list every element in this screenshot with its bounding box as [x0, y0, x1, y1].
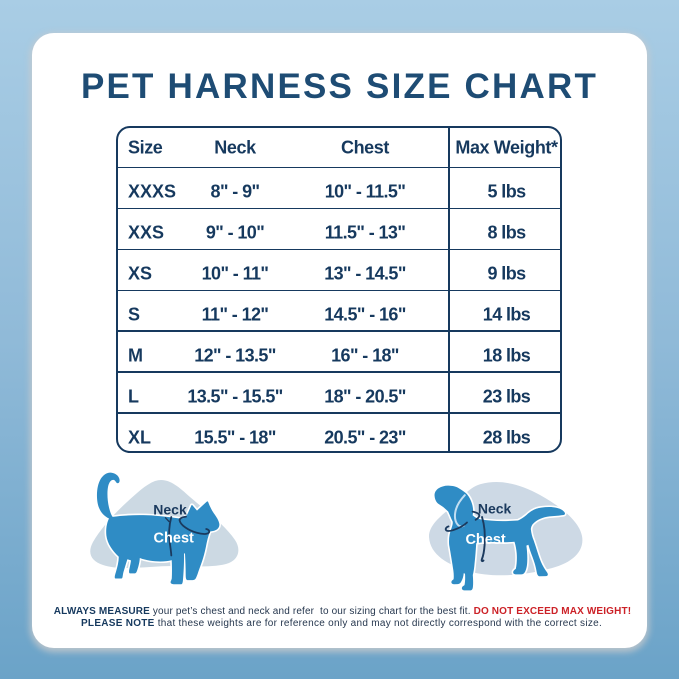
svg-text:Chest: Chest [154, 530, 194, 546]
svg-text:Neck: Neck [153, 502, 187, 518]
svg-text:Neck: Neck [478, 501, 512, 517]
svg-text:Chest: Chest [465, 532, 505, 548]
